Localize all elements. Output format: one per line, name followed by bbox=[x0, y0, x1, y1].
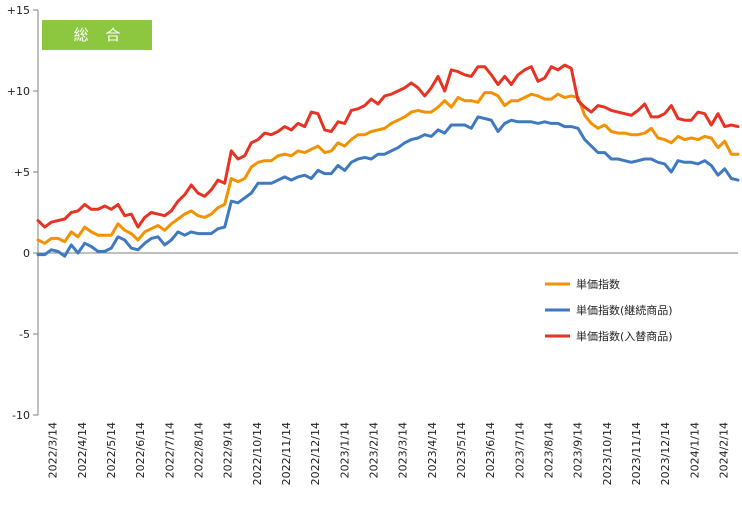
y-tick-label: +5 bbox=[14, 166, 30, 179]
x-tick-label: 2023/6/14 bbox=[484, 422, 497, 478]
series-lines bbox=[36, 63, 740, 258]
x-tick-label: 2023/7/14 bbox=[513, 422, 526, 478]
x-tick-label: 2023/4/14 bbox=[426, 422, 439, 478]
chart-title: 総 合 bbox=[74, 26, 127, 44]
y-tick-label: 0 bbox=[23, 247, 30, 260]
x-tick-label: 2022/5/14 bbox=[105, 422, 118, 478]
x-tick-label: 2023/2/14 bbox=[367, 422, 380, 478]
legend-label-replacement: 単価指数(入替商品) bbox=[576, 329, 673, 343]
x-tick-label: 2022/10/14 bbox=[251, 422, 264, 485]
x-tick-label: 2023/12/14 bbox=[659, 422, 672, 485]
x-axis: 2022/3/14 2022/4/14 2022/5/14 2022/6/14 2022… bbox=[38, 252, 738, 485]
x-tick-label: 2023/1/14 bbox=[338, 422, 351, 478]
x-tick-label: 2022/12/14 bbox=[309, 422, 322, 485]
x-tick-label: 2022/4/14 bbox=[76, 422, 89, 478]
legend-label-unit: 単価指数 bbox=[576, 277, 620, 291]
x-tick-label: 2022/9/14 bbox=[222, 422, 235, 478]
y-axis: +15 +10 +5 0 -5 -10 bbox=[7, 4, 39, 422]
x-tick-label: 2023/10/14 bbox=[601, 422, 614, 485]
series-line-replacement bbox=[36, 63, 740, 229]
legend: 単価指数 単価指数(継続商品) 単価指数(入替商品) bbox=[538, 270, 698, 350]
title-badge: 総 合 bbox=[42, 20, 152, 50]
y-tick-label: +15 bbox=[7, 4, 30, 17]
x-tick-label: 2023/3/14 bbox=[397, 422, 410, 478]
y-tick-label: -5 bbox=[19, 328, 30, 341]
x-tick-label: 2022/8/14 bbox=[192, 422, 205, 478]
x-tick-label: 2024/2/14 bbox=[717, 422, 730, 478]
x-tick-label: 2023/11/14 bbox=[630, 422, 643, 485]
x-tick-label: 2022/11/14 bbox=[280, 422, 293, 485]
y-tick-label: -10 bbox=[12, 409, 30, 422]
x-tick-label: 2023/8/14 bbox=[542, 422, 555, 478]
x-tick-label: 2022/6/14 bbox=[134, 422, 147, 478]
x-tick-label: 2023/5/14 bbox=[455, 422, 468, 478]
x-tick-label: 2022/3/14 bbox=[47, 422, 60, 478]
series-line-unit bbox=[36, 91, 740, 245]
legend-label-continuing: 単価指数(継続商品) bbox=[576, 303, 673, 317]
series-line-continuing bbox=[36, 115, 740, 258]
y-tick-label: +10 bbox=[7, 85, 30, 98]
x-tick-label: 2022/7/14 bbox=[163, 422, 176, 478]
title-badge-background bbox=[42, 20, 152, 50]
x-tick-label: 2023/9/14 bbox=[572, 422, 585, 478]
x-tick-label: 2024/1/14 bbox=[688, 422, 701, 478]
